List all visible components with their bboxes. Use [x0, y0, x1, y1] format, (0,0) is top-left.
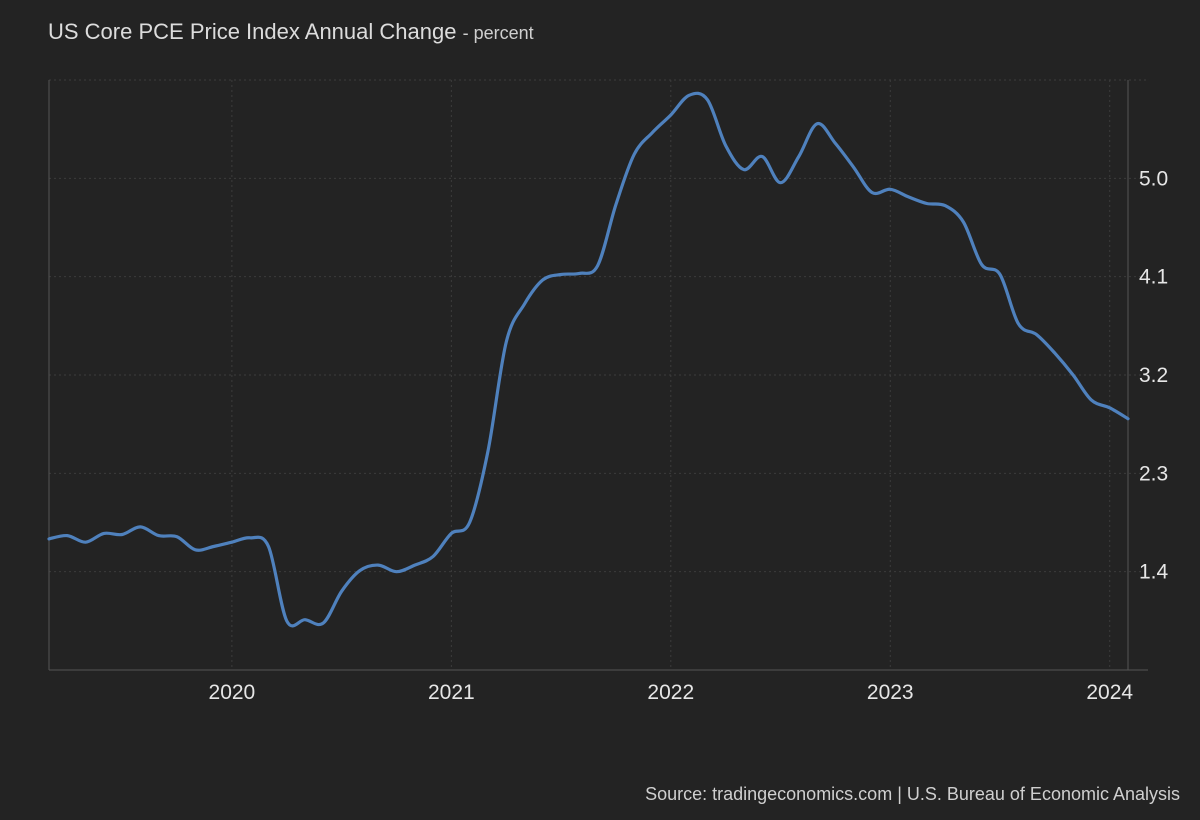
y-axis-ticks: 1.4 2.3 3.2 4.1 5.0 — [1139, 167, 1169, 583]
x-tick-label: 2023 — [867, 681, 914, 704]
grid-lines — [49, 79, 1148, 670]
x-axis-ticks: 2020 2021 2022 2023 2024 — [209, 681, 1134, 704]
chart-title-text: US Core PCE Price Index Annual Change — [48, 19, 457, 44]
y-tick-label: 2.3 — [1139, 462, 1168, 485]
y-tick-label: 1.4 — [1139, 561, 1169, 584]
chart-subtitle: - percent — [462, 23, 534, 43]
x-tick-label: 2020 — [209, 681, 256, 704]
source-credit: Source: tradingeconomics.com | U.S. Bure… — [645, 784, 1180, 804]
x-tick-label: 2021 — [428, 681, 475, 704]
y-tick-label: 3.2 — [1139, 364, 1168, 387]
x-tick-label: 2022 — [647, 681, 694, 704]
chart-axes — [48, 80, 1148, 671]
chart-title: US Core PCE Price Index Annual Change - … — [48, 19, 534, 45]
x-tick-label: 2024 — [1086, 681, 1133, 704]
series-line-0 — [47, 91, 1130, 628]
y-tick-label: 5.0 — [1139, 167, 1168, 190]
y-tick-label: 4.1 — [1139, 266, 1168, 289]
series-layer — [47, 91, 1130, 628]
